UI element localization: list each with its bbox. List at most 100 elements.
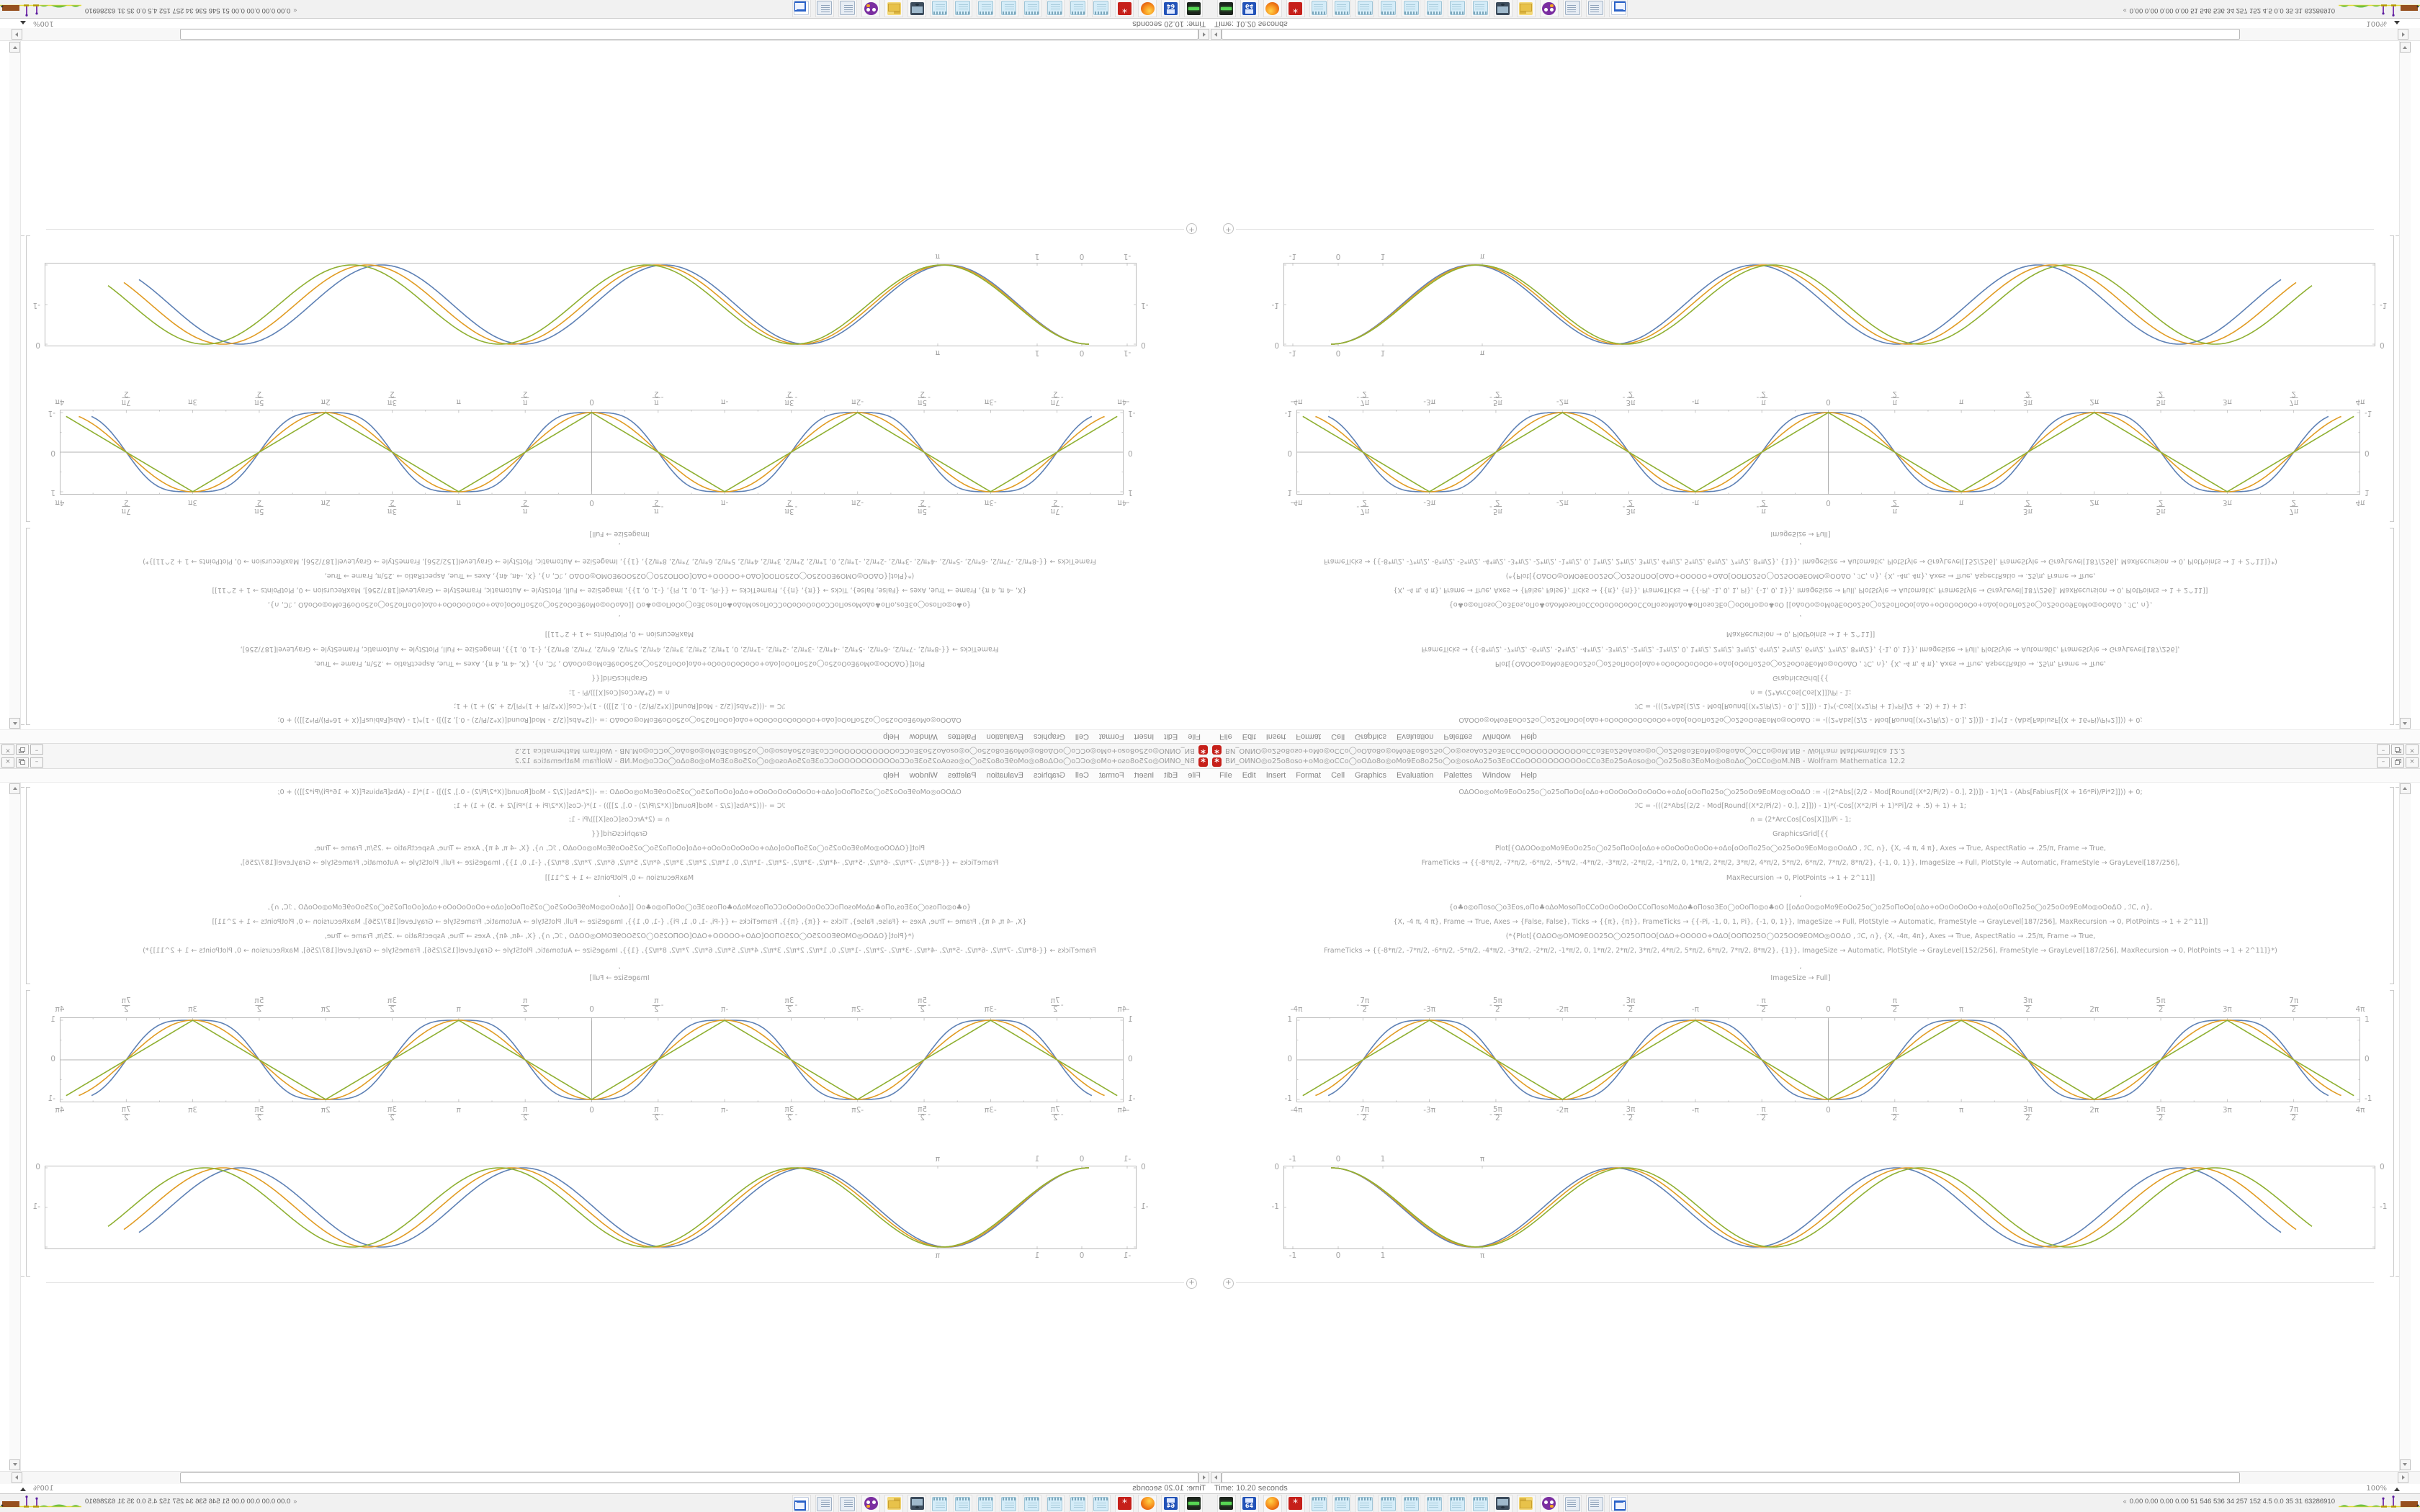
taskbar-icon-notepad[interactable]: [1309, 1495, 1328, 1512]
code-line-10[interactable]: {X, -4 π, 4 π}, Frame → True, Axes → {Fa…: [1393, 586, 2208, 594]
taskbar-icon-notepad[interactable]: [1000, 0, 1018, 17]
code-line-5[interactable]: Plot[{ΟΔΟΟο◎οΜο9ΕοΟο25ο◯ο25οΠοΟο[οΔο+οΟο…: [313, 845, 926, 852]
code-line-8[interactable]: ,: [618, 613, 621, 621]
scroll-left-button[interactable]: [1211, 1472, 1222, 1483]
code-line-14[interactable]: ImageSize → Full]: [589, 530, 650, 538]
taskbar-icon-notepad[interactable]: [1309, 0, 1328, 17]
taskbar-icon-notepad[interactable]: [954, 0, 972, 17]
notebook-area[interactable]: ΟΔΟΟο◎οΜο9ΕοΟο25ο◯ο25οΠοΟο[οΔο+οΟοΟοΟοΟο…: [0, 41, 1210, 729]
menu-evaluation[interactable]: Evaluation: [1397, 771, 1434, 780]
taskbar-icon-notepad[interactable]: [1448, 1495, 1466, 1512]
scroll-right-button[interactable]: [2398, 1472, 2408, 1483]
menu-palettes[interactable]: Palettes: [947, 771, 977, 780]
code-line-7[interactable]: MaxRecursion → 0, PlotPoints → 1 + 2^11]…: [1726, 630, 1876, 638]
menu-evaluation[interactable]: Evaluation: [1397, 732, 1434, 741]
code-line-13[interactable]: ,: [1799, 541, 1802, 549]
input-cell-bracket[interactable]: [26, 787, 30, 984]
code-line-6[interactable]: FrameTicks → {{-8*π/2, -7*π/2, -6*π/2, -…: [240, 645, 999, 653]
code-line-3[interactable]: ∩ = (2*ArcCos[Cos[X]])/Pi - 1;: [1749, 688, 1852, 696]
menu-edit[interactable]: Edit: [1164, 771, 1178, 780]
code-line-3[interactable]: ∩ = (2*ArcCos[Cos[X]])/Pi - 1;: [568, 816, 671, 824]
input-cell-bracket[interactable]: [26, 528, 30, 725]
code-line-10[interactable]: {X, -4 π, 4 π}, Frame → True, Axes → {Fa…: [212, 586, 1027, 594]
menu-help[interactable]: Help: [883, 771, 900, 780]
taskbar-icon-print-doc[interactable]: [1563, 0, 1582, 17]
code-line-9[interactable]: {ο♣ο◎οΠοsο◯ο3Εοs,οΠο♣οΔοΜοsοΠοCCοΟοΟοΟοΟ…: [1448, 600, 2153, 608]
minimize-button[interactable]: –: [30, 744, 43, 755]
output-cell-bracket[interactable]: [2390, 990, 2394, 1277]
taskbar-icon-window-switcher[interactable]: [792, 0, 811, 17]
menu-window[interactable]: Window: [909, 732, 938, 741]
scroll-right-button[interactable]: [12, 29, 22, 40]
scroll-up-button[interactable]: [2400, 783, 2411, 794]
taskbar-icon-floppy-64[interactable]: 64: [1240, 0, 1259, 17]
tray-expand-icon[interactable]: «: [2123, 7, 2127, 14]
code-line-2[interactable]: ℐC = -(((2*Abs[(2/2 - Mod[Round[(X*2/Pi/…: [1634, 702, 1966, 710]
magnification-popup-icon[interactable]: [2394, 21, 2400, 24]
code-line-8[interactable]: ,: [1799, 891, 1802, 899]
scroll-left-button[interactable]: [1198, 29, 1209, 40]
taskbar-icon-documents[interactable]: [1586, 0, 1605, 17]
code-line-12[interactable]: FrameTicks → {{-8*π/2, -7*π/2, -6*π/2, -…: [143, 947, 1096, 955]
taskbar-icon-notepad[interactable]: [1332, 0, 1351, 17]
scroll-down-button[interactable]: [9, 42, 20, 53]
taskbar-icon-folder[interactable]: [1517, 1495, 1536, 1512]
vertical-scrollbar[interactable]: [9, 783, 21, 1471]
taskbar-icon-notepad[interactable]: [1332, 1495, 1351, 1512]
menu-cell[interactable]: Cell: [1331, 732, 1345, 741]
code-line-5[interactable]: Plot[{ΟΔΟΟο◎οΜο9ΕοΟο25ο◯ο25οΠοΟο[οΔο+οΟο…: [313, 660, 926, 667]
code-line-14[interactable]: ImageSize → Full]: [1770, 974, 1831, 982]
close-button[interactable]: ×: [2406, 757, 2419, 768]
taskbar-icon-firefox[interactable]: [1138, 0, 1157, 17]
code-line-7[interactable]: MaxRecursion → 0, PlotPoints → 1 + 2^11]…: [544, 874, 694, 882]
taskbar-icon-camera-monitor[interactable]: [908, 1495, 926, 1512]
tray-expand-icon[interactable]: «: [293, 1498, 297, 1505]
taskbar-icon-window-switcher[interactable]: [1609, 0, 1628, 17]
code-line-2[interactable]: ℐC = -(((2*Abs[(2/2 - Mod[Round[(X*2/Pi/…: [454, 802, 786, 810]
tray-expand-icon[interactable]: «: [293, 7, 297, 14]
code-line-11[interactable]: (*{Plot[{ΟΔΟΟ◎ΟΜΟ9ΕΟΟ25Ο◯Ο25ΟΠΟΟ[ΟΔΟ+ΟΟΟ…: [1505, 572, 2096, 580]
tray-sparkline-monitor[interactable]: [0, 1495, 81, 1511]
taskbar-icon-notepad[interactable]: [1355, 0, 1374, 17]
taskbar-icon-hdd-monitor[interactable]: [1184, 1495, 1203, 1512]
taskbar-icon-mathematica[interactable]: *: [1115, 0, 1134, 17]
window-titlebar[interactable]: * ВИ_ОИNО◎o25o8oso+oΜo◎oCCo◯oΟΔo8o◎oΜo9Ε…: [1210, 743, 2420, 756]
magnification-label[interactable]: 100%: [2366, 19, 2387, 27]
output-cell-bracket[interactable]: [26, 235, 30, 522]
taskbar-icon-documents[interactable]: [1586, 1495, 1605, 1512]
taskbar-icon-floppy-64[interactable]: 64: [1240, 1495, 1259, 1512]
code-line-11[interactable]: (*{Plot[{ΟΔΟΟ◎ΟΜΟ9ΕΟΟ25Ο◯Ο25ΟΠΟΟ[ΟΔΟ+ΟΟΟ…: [324, 572, 915, 580]
output-cell-bracket[interactable]: [2390, 235, 2394, 522]
menu-format[interactable]: Format: [1296, 771, 1322, 780]
minimize-button[interactable]: –: [2377, 744, 2390, 755]
scroll-left-button[interactable]: [1211, 29, 1222, 40]
taskbar-icon-notepad[interactable]: [954, 1495, 972, 1512]
scroll-right-button[interactable]: [2398, 29, 2408, 40]
close-button[interactable]: ×: [1, 744, 14, 755]
taskbar-icon-notepad[interactable]: [977, 0, 995, 17]
horizontal-scrollbar[interactable]: [0, 28, 1210, 41]
code-line-2[interactable]: ℐC = -(((2*Abs[(2/2 - Mod[Round[(X*2/Pi/…: [454, 702, 786, 710]
taskbar-icon-notepad[interactable]: [1402, 0, 1420, 17]
taskbar-icon-mathematica[interactable]: *: [1115, 1495, 1134, 1512]
menu-window[interactable]: Window: [1482, 771, 1511, 780]
taskbar-icon-documents[interactable]: [815, 0, 834, 17]
menu-insert[interactable]: Insert: [1134, 732, 1155, 741]
taskbar-icon-folder[interactable]: [1517, 0, 1536, 17]
taskbar-icon-notepad[interactable]: [1402, 1495, 1420, 1512]
menu-format[interactable]: Format: [1098, 771, 1124, 780]
menu-cell[interactable]: Cell: [1075, 732, 1089, 741]
code-line-2[interactable]: ℐC = -(((2*Abs[(2/2 - Mod[Round[(X*2/Pi/…: [1634, 802, 1966, 810]
code-line-8[interactable]: ,: [618, 891, 621, 899]
taskbar-icon-floppy-64[interactable]: 64: [1161, 0, 1180, 17]
taskbar-icon-mathematica[interactable]: *: [1286, 0, 1305, 17]
vertical-scrollbar[interactable]: [2399, 783, 2411, 1471]
taskbar-icon-window-switcher[interactable]: [792, 1495, 811, 1512]
taskbar-icon-notepad[interactable]: [1425, 1495, 1443, 1512]
code-line-9[interactable]: {ο♣ο◎οΠοsο◯ο3Εοs,οΠο♣οΔοΜοsοΠοCCοΟοΟοΟοΟ…: [267, 600, 972, 608]
scroll-down-button[interactable]: [9, 1459, 20, 1470]
input-cell-bracket[interactable]: [2390, 787, 2394, 984]
code-line-3[interactable]: ∩ = (2*ArcCos[Cos[X]])/Pi - 1;: [1749, 816, 1852, 824]
horizontal-scrollbar[interactable]: [1210, 28, 2420, 41]
menu-palettes[interactable]: Palettes: [1443, 771, 1473, 780]
